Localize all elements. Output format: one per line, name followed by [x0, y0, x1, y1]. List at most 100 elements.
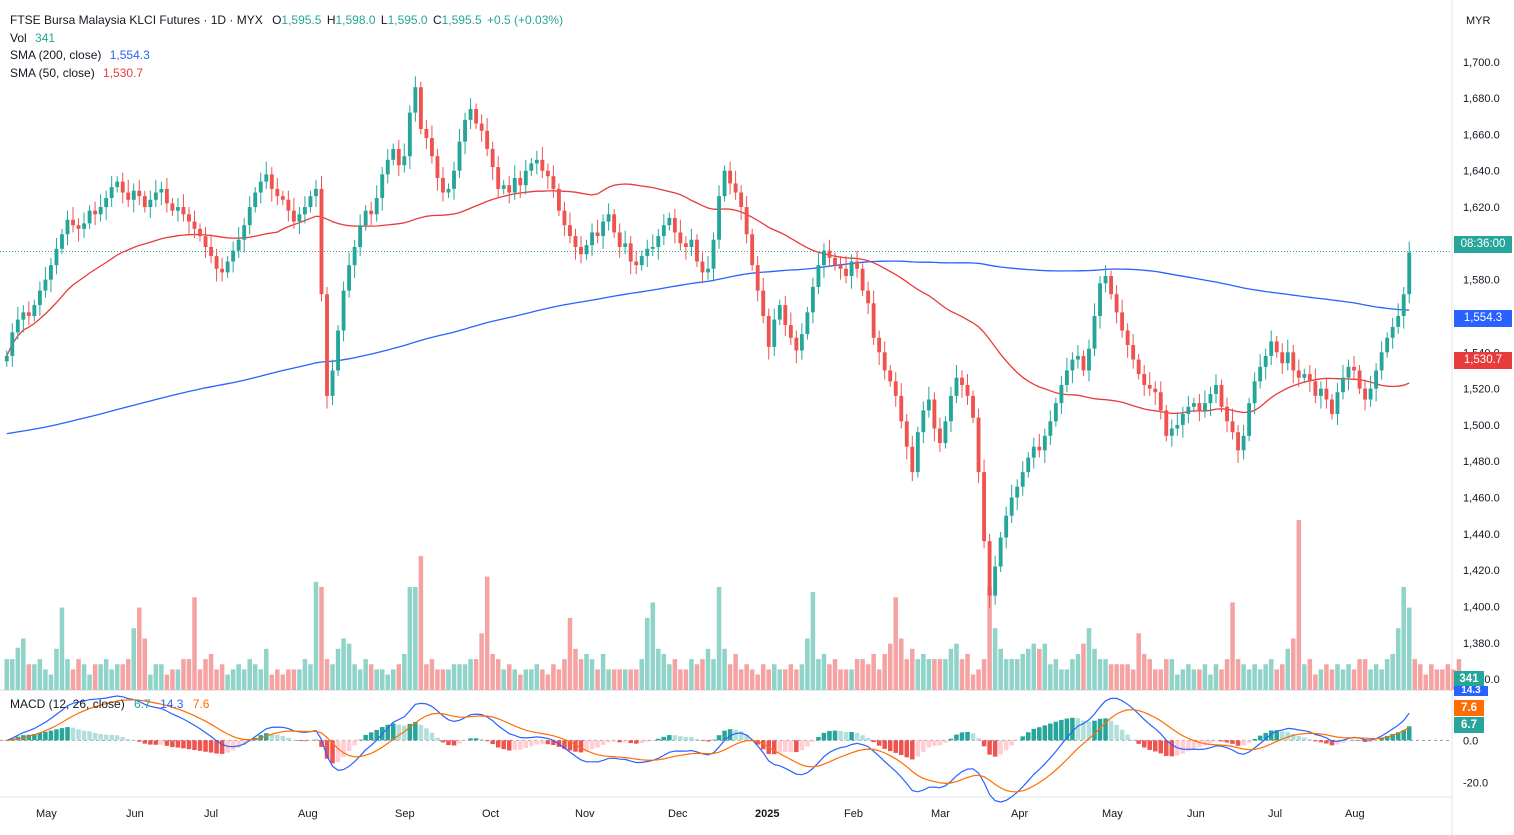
candle-body: [142, 196, 147, 208]
candle-body: [1285, 352, 1290, 364]
volume-bar: [805, 638, 810, 690]
volume-bar: [308, 664, 313, 690]
candle-body: [374, 197, 379, 215]
volume-bar: [1395, 628, 1401, 690]
macd-histogram-bar: [600, 740, 606, 745]
volume-bar: [987, 586, 992, 690]
volume-bar: [783, 669, 788, 690]
candle-body: [650, 246, 655, 249]
volume-bar: [1048, 664, 1053, 690]
macd-histogram-bar: [313, 739, 319, 741]
candle-body: [1076, 355, 1080, 360]
macd-histogram-bar: [645, 740, 650, 742]
sma200-label[interactable]: SMA (200, close): [10, 48, 102, 62]
candle-body: [1302, 374, 1307, 378]
macd-histogram-bar: [1059, 719, 1064, 741]
macd-histogram-bar: [1152, 740, 1158, 752]
volume-bar: [1241, 664, 1246, 690]
candle-body: [606, 214, 611, 222]
volume-label[interactable]: Vol: [10, 30, 27, 45]
macd-histogram-bar: [898, 740, 904, 756]
candle-body: [429, 138, 434, 157]
macd-histogram-bar: [1169, 740, 1175, 757]
volume-bar: [1064, 669, 1070, 690]
volume-bar: [1081, 643, 1086, 690]
volume-bar: [484, 576, 490, 690]
candle-body: [181, 207, 186, 215]
candle-body: [1269, 341, 1274, 356]
volume-bar: [462, 664, 468, 690]
volume-bar: [1141, 653, 1147, 690]
candle-body: [175, 207, 180, 211]
candle-body: [700, 261, 705, 273]
volume-bar: [4, 659, 10, 690]
time-tick-label: Mar: [931, 808, 950, 820]
macd-histogram-bar: [402, 725, 407, 741]
volume-bar: [617, 669, 622, 690]
candle-body: [1015, 486, 1020, 498]
macd-histogram-bar: [1053, 721, 1059, 741]
macd-histogram-bar: [1086, 721, 1092, 741]
candle-body: [336, 330, 340, 371]
volume-bar: [628, 669, 633, 690]
candle-body: [43, 279, 48, 291]
candle-body: [766, 315, 771, 347]
candle-body: [915, 432, 920, 473]
candle-body: [380, 174, 385, 198]
volume-bar: [1252, 664, 1257, 690]
macd-label[interactable]: MACD (12, 26, close): [10, 697, 125, 711]
candle-body: [1048, 421, 1053, 436]
high-label: H: [326, 13, 336, 27]
candle-body: [672, 217, 677, 233]
time-tick-label: Aug: [1345, 808, 1365, 820]
macd-histogram-bar: [937, 740, 943, 746]
volume-bar: [313, 581, 319, 690]
macd-histogram-bar: [92, 732, 98, 741]
volume-bar: [114, 664, 120, 690]
volume-bar: [970, 674, 976, 690]
volume-bar: [1412, 659, 1418, 690]
volume-bar: [269, 674, 275, 690]
candle-body: [954, 377, 959, 396]
volume-tag-value: 341: [1459, 673, 1479, 685]
currency-label[interactable]: MYR: [1466, 15, 1491, 27]
time-tick-label: May: [36, 808, 57, 820]
macd-histogram-bar: [562, 740, 567, 749]
volume-bar: [181, 659, 186, 690]
candle-body: [418, 87, 423, 129]
macd-histogram-bar: [1031, 728, 1037, 741]
volume-bar: [700, 659, 705, 690]
time-tick-label: Aug: [298, 808, 318, 820]
macd-histogram-bar: [1114, 724, 1119, 741]
volume-bar: [749, 669, 755, 690]
candle-body: [60, 234, 64, 249]
candle-body: [192, 221, 197, 229]
symbol-title[interactable]: FTSE Bursa Malaysia KLCI Futures · 1D · …: [10, 13, 263, 27]
macd-histogram-bar: [1302, 737, 1307, 741]
candle-body: [805, 312, 810, 335]
macd-histogram-bar: [1014, 740, 1020, 741]
macd-histogram-bar: [578, 740, 584, 753]
macd-histogram-bar: [197, 740, 203, 751]
macd-histogram-bar: [407, 723, 413, 741]
volume-bar: [142, 638, 148, 690]
macd-histogram-bar: [512, 740, 518, 750]
macd-histogram-bar: [998, 740, 1003, 755]
macd-histogram-bar: [617, 740, 622, 743]
volume-bar: [368, 664, 374, 690]
macd-histogram-bar: [374, 729, 379, 741]
candle-body: [286, 199, 291, 211]
volume-bar: [490, 653, 495, 690]
candle-body: [49, 265, 53, 280]
macd-histogram-bar: [854, 732, 860, 741]
candle-body: [822, 250, 826, 266]
candle-body: [1374, 370, 1379, 389]
sma50-label[interactable]: SMA (50, close): [10, 65, 95, 80]
macd-histogram-bar: [722, 730, 727, 741]
volume-bar: [1186, 664, 1191, 690]
macd-tick-label: 0.0: [1463, 735, 1478, 747]
candle-body: [1186, 406, 1191, 415]
candle-body: [37, 290, 42, 306]
candle-body: [1274, 341, 1279, 353]
